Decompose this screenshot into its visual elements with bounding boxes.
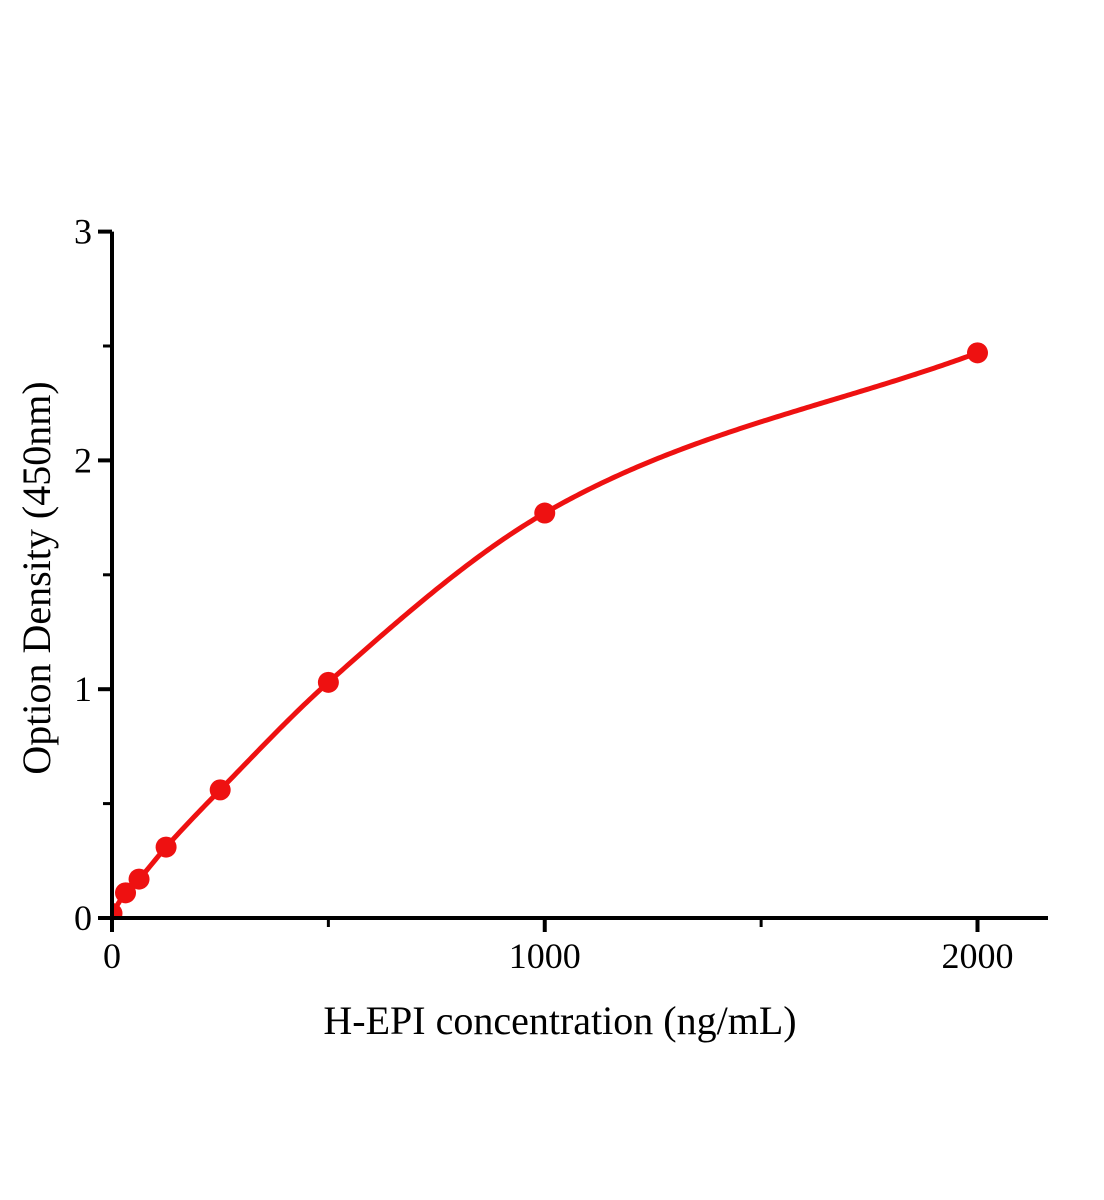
- data-point: [155, 836, 177, 858]
- x-tick-label: 1000: [509, 936, 581, 976]
- data-point: [967, 342, 988, 364]
- y-axis-title: Option Density (450nm): [14, 381, 59, 775]
- data-point: [209, 779, 231, 801]
- data-point: [534, 502, 556, 524]
- fit-curve: [112, 350, 979, 915]
- y-tick-label: 3: [74, 212, 92, 252]
- x-axis-title: H-EPI concentration (ng/mL): [323, 998, 797, 1043]
- y-tick-label: 2: [74, 440, 92, 480]
- data-point: [128, 868, 150, 890]
- y-tick-label: 0: [74, 898, 92, 938]
- x-tick-label: 0: [103, 936, 121, 976]
- x-tick-label: 2000: [942, 936, 1014, 976]
- data-point: [317, 671, 339, 693]
- data-point: [115, 882, 137, 904]
- axes: [110, 231, 1048, 920]
- data-point: [112, 902, 123, 919]
- plot-area: [112, 342, 988, 919]
- y-tick-label: 1: [74, 669, 92, 709]
